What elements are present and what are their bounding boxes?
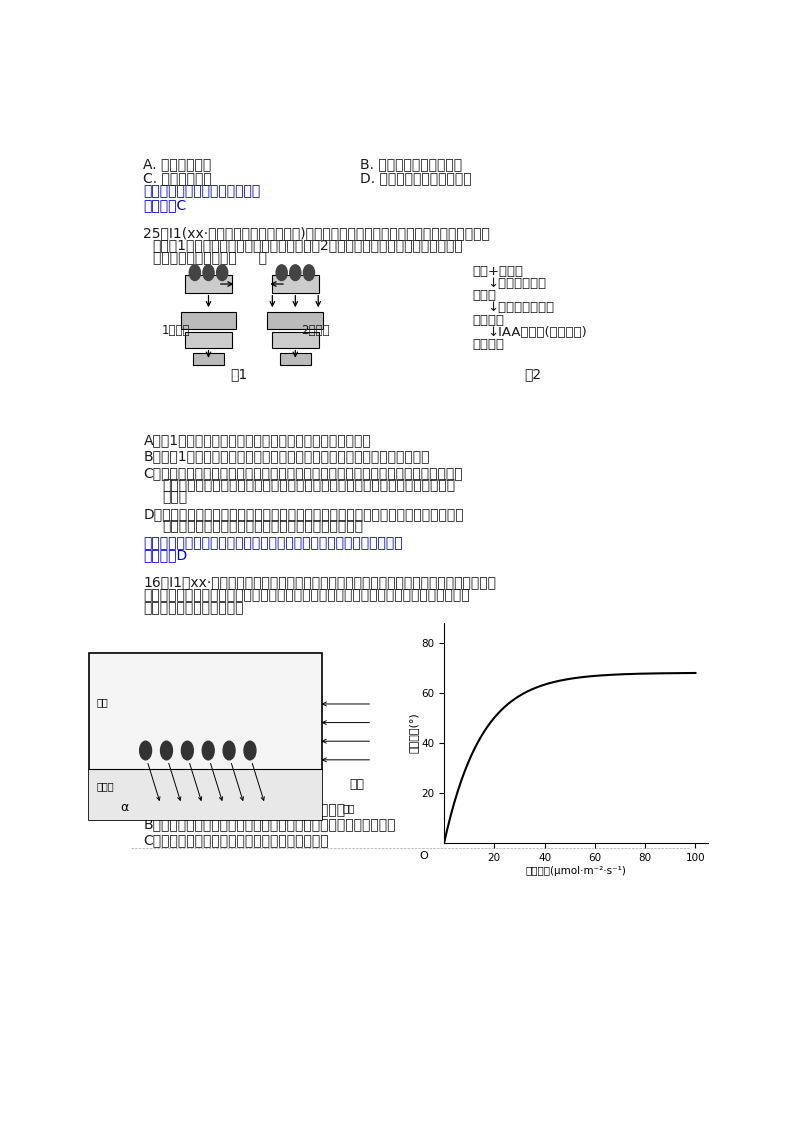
Text: 分析下列有关说法错误的是: 分析下列有关说法错误的是 <box>143 601 244 616</box>
Bar <box>272 275 318 293</box>
Text: 培养液: 培养液 <box>97 781 114 791</box>
X-axis label: 光照强度(μmol·m⁻²·s⁻¹): 光照强度(μmol·m⁻²·s⁻¹) <box>526 866 626 876</box>
Text: 图2: 图2 <box>525 367 542 380</box>
Circle shape <box>223 741 235 760</box>
Text: A. 植物的向光性: A. 植物的向光性 <box>143 157 212 172</box>
Text: ↓IAA氧化酶(含铁蛋白): ↓IAA氧化酶(含铁蛋白) <box>487 326 587 338</box>
Text: 氧化产物: 氧化产物 <box>472 338 504 351</box>
Bar <box>89 769 322 821</box>
Text: 色氨酸: 色氨酸 <box>472 290 496 302</box>
Text: 25．I1(xx·江西鹰潭高二下学期期末)赤霉素可以通过提高生长素的含量间接促进植物生: 25．I1(xx·江西鹰潭高二下学期期末)赤霉素可以通过提高生长素的含量间接促进… <box>143 226 490 240</box>
Circle shape <box>276 265 287 281</box>
Text: α: α <box>121 801 129 814</box>
Text: 的分解: 的分解 <box>162 490 187 505</box>
Text: O: O <box>419 851 428 860</box>
Text: 【知识点】本题考查生长素的生理作用、与植物激素有关的实验分析。: 【知识点】本题考查生长素的生理作用、与植物激素有关的实验分析。 <box>143 535 403 550</box>
Text: 【知识点】植物生命活动的调节: 【知识点】植物生命活动的调节 <box>143 185 261 198</box>
Bar <box>280 353 310 366</box>
Circle shape <box>244 741 256 760</box>
Text: 16．I1（xx·重庆一中高二下学期期末）根部的生长素在单侧光照射下会向背光一侧运输，: 16．I1（xx·重庆一中高二下学期期末）根部的生长素在单侧光照射下会向背光一侧… <box>143 575 496 589</box>
Bar <box>186 332 232 348</box>
Text: 图1: 图1 <box>230 367 247 380</box>
Circle shape <box>203 265 214 281</box>
Circle shape <box>290 265 301 281</box>
Circle shape <box>140 741 151 760</box>
Text: 通过促进生长素基因的转录，从而翻译出更多的生长素: 通过促进生长素基因的转录，从而翻译出更多的生长素 <box>162 520 363 533</box>
Text: 图示为研究单侧光的光照强度与根弯曲角度关系的实验装置和实验结果。结合所学知识，: 图示为研究单侧光的光照强度与根弯曲角度关系的实验装置和实验结果。结合所学知识， <box>143 589 470 602</box>
Bar <box>89 653 322 821</box>
Bar <box>272 332 318 348</box>
Text: B. 用生长素培育无籽果实: B. 用生长素培育无籽果实 <box>360 157 462 172</box>
Text: 1号幼苗: 1号幼苗 <box>162 324 190 336</box>
Text: 光源: 光源 <box>350 778 365 791</box>
Text: 吲哚+丝氨酸: 吲哚+丝氨酸 <box>472 265 523 277</box>
Bar <box>193 353 224 366</box>
Text: 长。图1是为了验证这一观点的实验方法，图2是生长素合成与分解的过程示意图。: 长。图1是为了验证这一观点的实验方法，图2是生长素合成与分解的过程示意图。 <box>153 239 463 252</box>
Text: C．根背光弯曲生长是环境影响了基因表达的结果: C．根背光弯曲生长是环境影响了基因表达的结果 <box>143 833 329 847</box>
Text: 下列说法不正确的是（     ）: 下列说法不正确的是（ ） <box>153 251 266 265</box>
Text: 素的合成、赤霉素抑制生长素的分解、赤霉素促进生长素的合成同时抑制生长素: 素的合成、赤霉素抑制生长素的分解、赤霉素促进生长素的合成同时抑制生长素 <box>162 479 455 492</box>
Circle shape <box>190 265 201 281</box>
Bar <box>181 312 237 329</box>
Text: ↓色氨酸合成酶: ↓色氨酸合成酶 <box>487 277 546 290</box>
Text: B．一定范围内，光照强度越强，根部生长素向背光一侧运输的越多: B．一定范围内，光照强度越强，根部生长素向背光一侧运输的越多 <box>143 817 396 832</box>
Bar <box>186 275 232 293</box>
Circle shape <box>161 741 173 760</box>
Bar <box>267 312 323 329</box>
Text: C．若继续探究赤霉素提高生长素含量的机理，则可以提出以下假设：赤霉素促进生长: C．若继续探究赤霉素提高生长素含量的机理，则可以提出以下假设：赤霉素促进生长 <box>143 466 463 480</box>
Text: ↓吲哚乙酸合成酶: ↓吲哚乙酸合成酶 <box>487 301 554 315</box>
Text: D. 生长素促进扦插枝条生根: D. 生长素促进扦插枝条生根 <box>360 171 472 185</box>
Text: 【答案】C: 【答案】C <box>143 198 186 212</box>
Text: 【答案】D: 【答案】D <box>143 548 188 563</box>
Text: B．若对1号幼苗施加了赤霉素，则放置琼脂块的去尖端胚芽鞘向右弯曲生长: B．若对1号幼苗施加了赤霉素，则放置琼脂块的去尖端胚芽鞘向右弯曲生长 <box>143 449 430 464</box>
Text: 吲哚乙酸: 吲哚乙酸 <box>472 314 504 327</box>
Text: 2号幼苗: 2号幼苗 <box>302 324 330 336</box>
Circle shape <box>303 265 314 281</box>
Circle shape <box>182 741 194 760</box>
Circle shape <box>202 741 214 760</box>
Text: A．图1中放在两个相同琼脂块上的幼苗尖端的数量应该相等: A．图1中放在两个相同琼脂块上的幼苗尖端的数量应该相等 <box>143 434 371 447</box>
Circle shape <box>217 265 228 281</box>
Text: D．若赤霉素是通过促进生长素的合成来提高生长素的浓度，则可以提出假设：赤霉素: D．若赤霉素是通过促进生长素的合成来提高生长素的浓度，则可以提出假设：赤霉素 <box>143 507 464 521</box>
Text: 光源: 光源 <box>342 803 354 813</box>
Text: C. 顶端优势现象: C. 顶端优势现象 <box>143 171 212 185</box>
Text: A．该实验可以验证生长素对根部生理作用具有两重性: A．该实验可以验证生长素对根部生理作用具有两重性 <box>143 803 346 816</box>
Text: 幼苗: 幼苗 <box>97 697 108 708</box>
Y-axis label: 弯曲角度(°): 弯曲角度(°) <box>408 713 418 753</box>
